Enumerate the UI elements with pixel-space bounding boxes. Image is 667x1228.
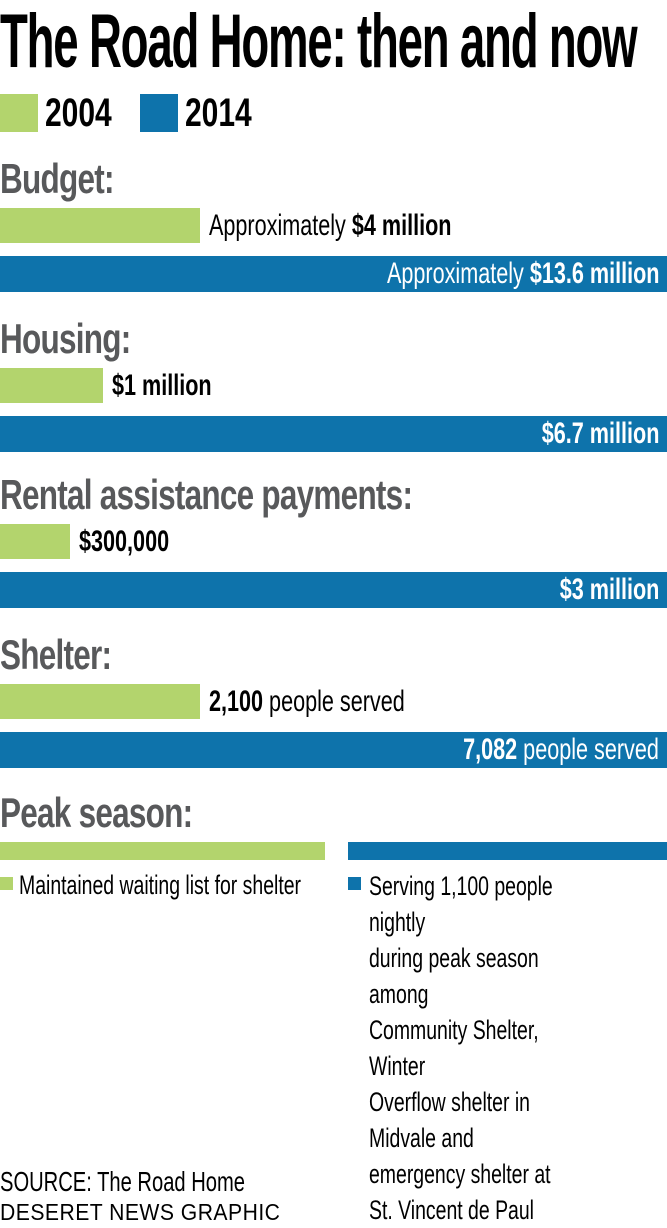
peak-season-note-2014: Serving 1,100 people nightly during peak… — [348, 868, 667, 1228]
bar-label-2014-housing-text: $6.7 million — [541, 416, 659, 452]
label-value: $6.7 million — [541, 417, 659, 450]
legend-label-2014-text: 2014 — [184, 91, 252, 135]
section-shelter: Shelter: 2,100 people served 7,082 peopl… — [0, 634, 667, 768]
page-title: The Road Home: then and now — [0, 0, 667, 82]
section-housing: Housing: $1 million $6.7 million — [0, 318, 667, 452]
label-suffix: people served — [263, 685, 405, 718]
bar-label-2014-budget-text: Approximately $13.6 million — [386, 256, 659, 292]
peak-season-note-2004: Maintained waiting list for shelter — [0, 868, 325, 902]
section-heading-rental-text: Rental assistance payments: — [0, 471, 413, 518]
bar-row-2004-shelter: 2,100 people served — [0, 684, 667, 719]
bar-2014-peak-season — [348, 842, 667, 860]
bar-label-2004-rental: $300,000 — [79, 524, 204, 559]
section-heading-rental: Rental assistance payments: — [0, 474, 667, 516]
bar-label-2004-shelter: 2,100 people served — [209, 684, 481, 719]
bar-2004-budget — [0, 208, 200, 243]
peak-season-note-2014-text: Serving 1,100 people nightly during peak… — [369, 871, 553, 1225]
label-value: $13.6 million — [529, 257, 659, 290]
bar-2014-budget: Approximately $13.6 million — [0, 256, 667, 292]
section-heading-budget-text: Budget: — [0, 155, 114, 202]
source-line: SOURCE: The Road Home — [0, 1166, 325, 1198]
bar-2004-shelter — [0, 684, 200, 719]
bar-label-2014-rental: $3 million — [521, 572, 659, 608]
label-value: $3 million — [559, 573, 659, 606]
legend: 2004 2014 — [0, 91, 667, 135]
bar-row-2004-housing: $1 million — [0, 368, 667, 403]
section-heading-peak-season-text: Peak season: — [0, 789, 193, 836]
label-prefix: Approximately — [209, 209, 352, 242]
legend-label-2014: 2014 — [184, 91, 274, 135]
legend-swatch-2004 — [0, 94, 38, 132]
peak-season-bars — [0, 842, 667, 860]
bar-label-2014-shelter-text: 7,082 people served — [463, 732, 659, 768]
label-value: 2,100 — [209, 685, 264, 718]
bar-label-2014-budget: Approximately $13.6 million — [281, 256, 659, 292]
peak-season-notes: Maintained waiting list for shelter SOUR… — [0, 868, 667, 1228]
section-heading-shelter: Shelter: — [0, 634, 667, 676]
bar-label-2014-housing: $6.7 million — [496, 416, 659, 452]
bar-label-2004-shelter-text: 2,100 people served — [209, 684, 405, 719]
page-title-text: The Road Home: then and now — [0, 0, 638, 84]
bar-label-2004-rental-text: $300,000 — [79, 524, 169, 559]
section-heading-peak-season: Peak season: — [0, 792, 667, 834]
bar-2004-rental — [0, 524, 70, 559]
label-value: $300,000 — [79, 525, 170, 558]
credit-line: DESERET NEWS GRAPHIC — [0, 1198, 325, 1226]
bar-row-2004-budget: Approximately $4 million — [0, 208, 667, 243]
credit-text: DESERET NEWS GRAPHIC — [0, 1199, 281, 1225]
peak-season-note-2004-column: Maintained waiting list for shelter SOUR… — [0, 868, 325, 1228]
bar-label-2004-budget: Approximately $4 million — [209, 208, 546, 243]
section-heading-housing-text: Housing: — [0, 315, 131, 362]
peak-season-note-2004-label: Maintained waiting list for shelter — [19, 868, 411, 902]
bar-2014-rental: $3 million — [0, 572, 667, 608]
source-text: SOURCE: The Road Home — [0, 1166, 246, 1197]
bar-label-2014-rental-text: $3 million — [559, 572, 659, 608]
bar-2014-shelter: 7,082 people served — [0, 732, 667, 768]
bar-label-2004-budget-text: Approximately $4 million — [209, 208, 451, 243]
section-heading-shelter-text: Shelter: — [0, 631, 112, 678]
bar-row-2004-rental: $300,000 — [0, 524, 667, 559]
legend-label-2004-text: 2004 — [45, 91, 112, 135]
bar-2004-peak-season — [0, 842, 325, 860]
bar-label-2014-shelter: 7,082 people served — [387, 732, 659, 768]
section-peak-season: Peak season: Maintained waiting list for… — [0, 792, 667, 1228]
section-heading-housing: Housing: — [0, 318, 667, 360]
label-value: 7,082 — [463, 733, 518, 766]
blue-bullet-icon — [348, 877, 361, 890]
label-prefix: Approximately — [386, 257, 530, 290]
section-rental-assistance: Rental assistance payments: $300,000 $3 … — [0, 474, 667, 608]
green-bullet-icon — [0, 877, 13, 890]
bar-2014-housing: $6.7 million — [0, 416, 667, 452]
label-value: $1 million — [112, 369, 212, 402]
bar-label-2004-housing: $1 million — [112, 368, 250, 403]
label-value: $4 million — [351, 209, 452, 242]
bar-label-2004-housing-text: $1 million — [112, 368, 212, 403]
legend-label-2004: 2004 — [45, 91, 134, 135]
footer: SOURCE: The Road Home DESERET NEWS GRAPH… — [0, 1166, 325, 1228]
legend-swatch-2014 — [139, 94, 178, 132]
section-heading-budget: Budget: — [0, 158, 667, 200]
peak-season-note-2004-text: Maintained waiting list for shelter — [19, 870, 302, 900]
label-suffix: people served — [517, 733, 659, 766]
bar-2004-housing — [0, 368, 103, 403]
section-budget: Budget: Approximately $4 million Approxi… — [0, 158, 667, 292]
